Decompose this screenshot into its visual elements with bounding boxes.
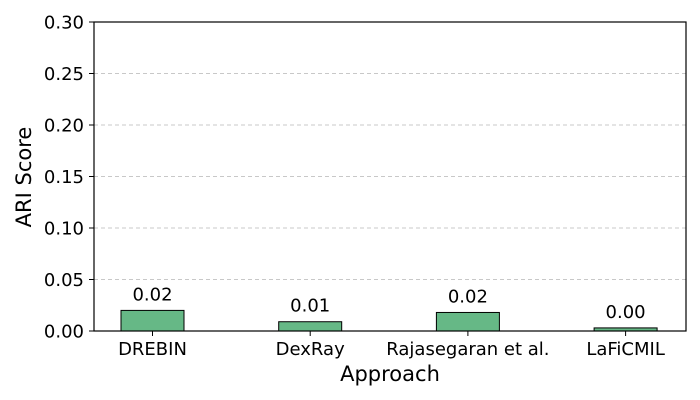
bar-drebin [120,309,185,332]
y-axis-title: ARI Score [12,127,36,228]
grid-lines [94,21,686,280]
x-axis-ticks: DREBIN DexRay Rajasegaran et al. LaFiCMIL [118,331,665,360]
x-tick-label: LaFiCMIL [586,339,665,360]
x-tick-label: DexRay [276,339,345,360]
bars [120,309,658,332]
x-tick-label: DREBIN [118,339,187,360]
x-axis-title: Approach [340,362,440,386]
y-tick-label: 0.05 [44,270,84,291]
y-tick-label: 0.20 [44,116,84,137]
y-tick-label: 0.15 [44,167,84,188]
y-tick-label: 0.10 [44,219,84,240]
x-tick-label: Rajasegaran et al. [386,339,549,360]
y-tick-label: 0.30 [44,13,84,34]
y-tick-label: 0.00 [44,322,84,343]
y-axis-ticks: 0.00 0.05 0.10 0.15 0.20 0.25 0.30 [44,13,94,343]
bar-dexray [278,321,343,332]
y-tick-label: 0.25 [44,64,84,85]
bar-rajasegaran-et-al [435,311,500,332]
data-label: 0.01 [290,296,330,317]
data-label: 0.02 [132,284,172,305]
data-labels: 0.02 0.01 0.02 0.00 [132,284,645,323]
data-label: 0.02 [448,286,488,307]
data-label: 0.00 [606,302,646,323]
